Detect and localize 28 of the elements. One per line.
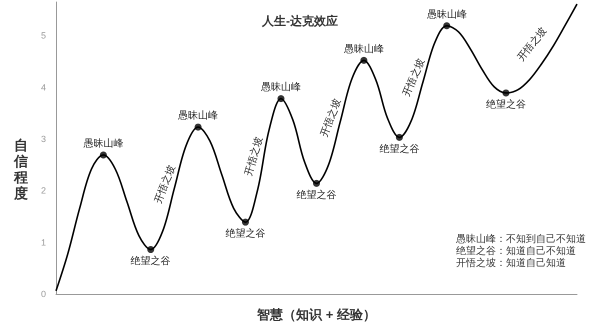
y-tick-label: 0 <box>40 289 46 299</box>
annotation: 开悟之坡 <box>152 163 178 205</box>
y-tick-label: 3 <box>40 134 46 144</box>
y-tick-label: 5 <box>40 30 46 41</box>
y-tick-label: 1 <box>40 237 46 248</box>
annotation: 绝望之谷 <box>486 98 526 110</box>
annotation: 愚昧山峰 <box>426 8 467 20</box>
text: 人生-达克效应 <box>261 14 338 28</box>
y-tick-label: 2 <box>40 186 46 196</box>
annotation: 愚昧山峰：不知到自己不知道 <box>456 234 586 246</box>
annotation: 绝望之谷 <box>130 255 171 268</box>
annotation: 绝望之谷 <box>296 188 336 201</box>
annotation: 开悟之坡 <box>400 56 427 98</box>
annotation: 开悟之坡 <box>242 135 266 178</box>
annotation: 愚昧山峰 <box>342 42 384 55</box>
annotation: 开悟之坡 <box>514 24 550 64</box>
x-axis-title: 智慧（知识 + 经验） <box>256 307 376 322</box>
annotation: 愚昧山峰 <box>82 137 124 150</box>
annotation: 开悟之坡：知道自己知道 <box>456 258 567 270</box>
annotation: 绝望之谷：知道自己不知道 <box>456 246 577 258</box>
annotation: 绝望之谷 <box>379 142 420 155</box>
annotation: 绝望之谷 <box>225 228 266 240</box>
annotation: 愚昧山峰 <box>177 110 218 122</box>
annotation: 开悟之坡 <box>318 96 344 139</box>
line-series <box>55 3 578 292</box>
annotation: 愚昧山峰 <box>260 81 301 94</box>
y-axis-title: 自信程度 <box>14 138 29 202</box>
y-tick-label: 4 <box>40 82 46 92</box>
